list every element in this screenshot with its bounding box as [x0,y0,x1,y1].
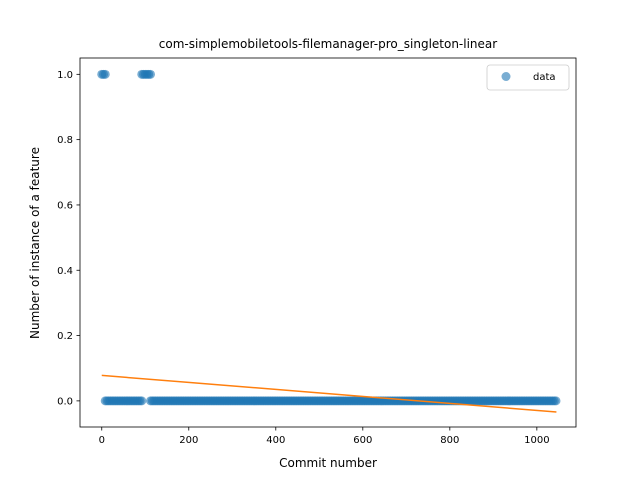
x-tick-label: 800 [440,435,459,446]
plot-area [79,57,577,428]
fit-line [101,374,557,413]
x-axis-label: Commit number [279,456,377,470]
x-tick-label: 200 [179,435,198,446]
y-tick-label: 0.6 [57,200,73,211]
plot-frame [79,57,577,428]
y-tick-label: 1.0 [57,70,73,81]
x-tick-label: 400 [266,435,285,446]
y-tick-label: 0.2 [57,331,73,342]
x-tick-label: 600 [353,435,372,446]
y-axis: 0.0 0.2 0.4 0.6 0.8 1.0 [57,70,80,407]
x-axis: 0 200 400 600 800 1000 [99,427,550,446]
chart-title: com-simplemobiletools-filemanager-pro_si… [159,37,497,51]
data-point [100,69,110,79]
x-tick-label: 0 [99,435,105,446]
legend-marker [501,72,511,81]
data-series [97,69,561,406]
x-tick-label: 1000 [524,435,549,446]
legend: data [486,64,570,91]
y-tick-label: 0.4 [57,266,73,277]
data-point [145,69,155,79]
y-axis-label: Number of instance of a feature [28,147,42,339]
y-tick-label: 0.8 [57,135,73,146]
data-point [551,396,561,406]
data-point [137,396,147,406]
legend-label: data [533,72,556,83]
legend-box [486,64,570,91]
y-tick-label: 0.0 [57,396,73,407]
